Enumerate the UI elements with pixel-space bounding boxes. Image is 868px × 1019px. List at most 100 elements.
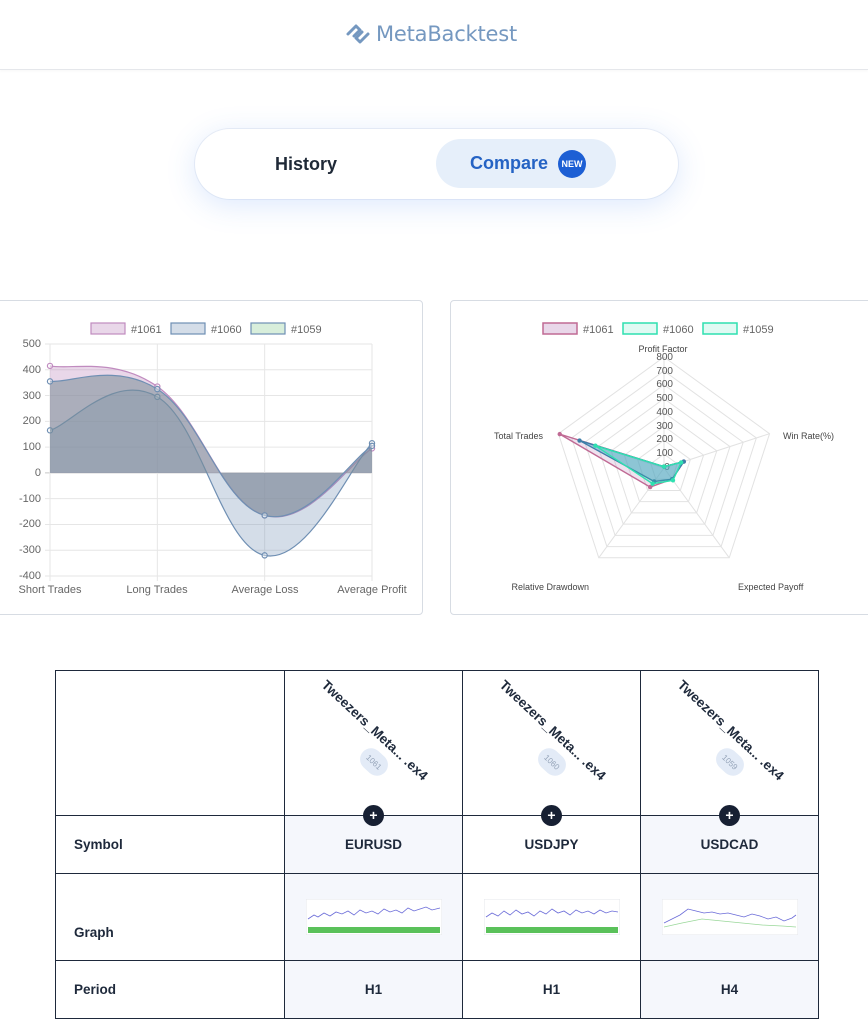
top-header: MetaBacktest [0, 0, 868, 70]
column-header-1061: Tweezers_Meta... .ex4 1061 + [284, 670, 463, 826]
line-chart-x-ticks: Short Trades Long Trades Average Loss Av… [19, 584, 407, 596]
radar-chart-series [557, 431, 686, 490]
legend-label-1061: #1061 [131, 324, 162, 336]
radar-chart-axis-labels: Profit Factor Win Rate(%) Expected Payof… [494, 344, 834, 592]
table-row-graph: Graph [55, 873, 819, 961]
table-header-row: Tweezers_Meta... .ex4 1061 + Tweezers_Me… [55, 670, 819, 826]
column-header-1060: Tweezers_Meta... .ex4 1060 + [462, 670, 641, 826]
radar-axis-label: Relative Drawdown [511, 582, 589, 592]
legend-swatch-1060[interactable] [170, 322, 206, 335]
legend-swatch-1061[interactable] [542, 322, 578, 335]
data-point[interactable] [650, 481, 655, 486]
table-row-period: Period H1 H1 H4 [55, 960, 819, 1019]
table-row-symbol: Symbol EURUSD USDJPY USDCAD [55, 815, 819, 874]
r-tick: 800 [656, 352, 673, 363]
line-chart-card: #1061 #1060 #1059 500 400 300 200 100 0 … [0, 300, 423, 615]
data-point[interactable] [557, 431, 562, 437]
data-point[interactable] [261, 512, 268, 519]
line-chart-legend: #1061 #1060 #1059 [90, 322, 322, 336]
graph-cell [284, 873, 463, 961]
equity-graph-thumbnail[interactable] [661, 899, 798, 935]
radar-axis-label: Win Rate(%) [783, 431, 834, 441]
brand-logo[interactable]: MetaBacktest [344, 18, 517, 50]
data-point[interactable] [261, 552, 268, 559]
add-column-button[interactable]: + [363, 805, 384, 826]
view-switcher: History Compare NEW [195, 129, 678, 199]
radar-series-1060 [594, 445, 683, 485]
data-point[interactable] [647, 484, 653, 490]
r-tick: 300 [656, 421, 673, 432]
r-tick: 100 [656, 448, 673, 459]
tab-history[interactable]: History [275, 154, 338, 174]
line-chart-y-ticks: 500 400 300 200 100 0 -100 -200 -300 -40… [19, 338, 41, 582]
data-point[interactable] [154, 385, 161, 393]
legend-swatch-1059[interactable] [250, 322, 286, 335]
tab-compare[interactable]: Compare NEW [436, 139, 616, 188]
radar-chart: #1061 #1060 #1059 800 700 600 500 400 30… [494, 322, 834, 592]
data-point[interactable] [678, 460, 684, 465]
x-tick: Short Trades [19, 584, 82, 596]
radar-grid-ring [597, 398, 731, 525]
data-point[interactable] [46, 362, 54, 370]
r-tick: 400 [656, 407, 673, 418]
radar-spoke [663, 467, 730, 559]
corner-cell [55, 670, 285, 816]
period-value: H1 [462, 960, 641, 1019]
period-value: H4 [640, 960, 819, 1019]
radar-axis-label: Profit Factor [638, 344, 687, 354]
legend-swatch-1059[interactable] [702, 322, 738, 335]
radar-grid-ring [610, 411, 718, 514]
y-tick: 400 [23, 364, 41, 376]
period-value: H1 [284, 960, 463, 1019]
x-tick: Average Loss [231, 584, 299, 596]
legend-swatch-1061[interactable] [90, 322, 126, 335]
y-tick: 0 [35, 467, 41, 479]
compare-table: Tweezers_Meta... .ex4 1061 + Tweezers_Me… [55, 670, 819, 1019]
row-label-period: Period [55, 960, 285, 1019]
series-1059-line [49, 374, 373, 518]
legend-swatch-1060[interactable] [622, 322, 658, 335]
radar-axis-label: Total Trades [494, 431, 544, 441]
radar-grid-ring [557, 356, 771, 559]
r-tick: 0 [664, 462, 670, 473]
y-tick: 100 [23, 441, 41, 453]
radar-grid-ring [584, 384, 744, 536]
column-header-1059: Tweezers_Meta... .ex4 1059 + [640, 670, 819, 826]
radar-grid-ring [650, 453, 678, 480]
x-tick: Long Trades [126, 584, 188, 596]
radar-chart-card: #1061 #1060 #1059 800 700 600 500 400 30… [450, 300, 868, 615]
legend-label-1059: #1059 [291, 324, 322, 336]
radar-grid-ring [571, 370, 757, 548]
radar-grid-ring [637, 439, 691, 491]
add-column-button[interactable]: + [541, 805, 562, 826]
equity-graph-thumbnail[interactable] [483, 899, 620, 935]
add-column-button[interactable]: + [719, 805, 740, 826]
graph-cell [462, 873, 641, 961]
y-tick: -400 [19, 570, 41, 582]
row-label-symbol: Symbol [55, 815, 285, 874]
legend-label-1059: #1059 [743, 324, 774, 336]
line-chart: #1061 #1060 #1059 500 400 300 200 100 0 … [19, 322, 407, 596]
series-1059-area [50, 375, 372, 517]
legend-label-1061: #1061 [583, 324, 614, 336]
legend-label-1060: #1060 [663, 324, 694, 336]
data-point[interactable] [670, 478, 676, 483]
line-chart-series [46, 362, 376, 559]
r-tick: 200 [656, 434, 673, 445]
equity-graph-thumbnail[interactable] [305, 899, 442, 935]
row-label-graph: Graph [55, 873, 285, 961]
y-tick: -300 [19, 544, 41, 556]
data-point[interactable] [661, 464, 667, 469]
radar-chart-legend: #1061 #1060 #1059 [542, 322, 774, 336]
radar-grid-ring [623, 425, 705, 503]
radar-chart-r-ticks: 800 700 600 500 400 300 200 100 0 [656, 352, 673, 473]
y-tick: 300 [23, 390, 41, 402]
data-point[interactable] [577, 438, 582, 443]
data-point[interactable] [46, 378, 54, 385]
y-tick: 200 [23, 415, 41, 427]
data-point[interactable] [368, 442, 376, 450]
logo-icon [346, 24, 370, 44]
y-tick: -200 [19, 518, 41, 530]
new-badge: NEW [558, 149, 587, 178]
data-point[interactable] [593, 443, 598, 448]
